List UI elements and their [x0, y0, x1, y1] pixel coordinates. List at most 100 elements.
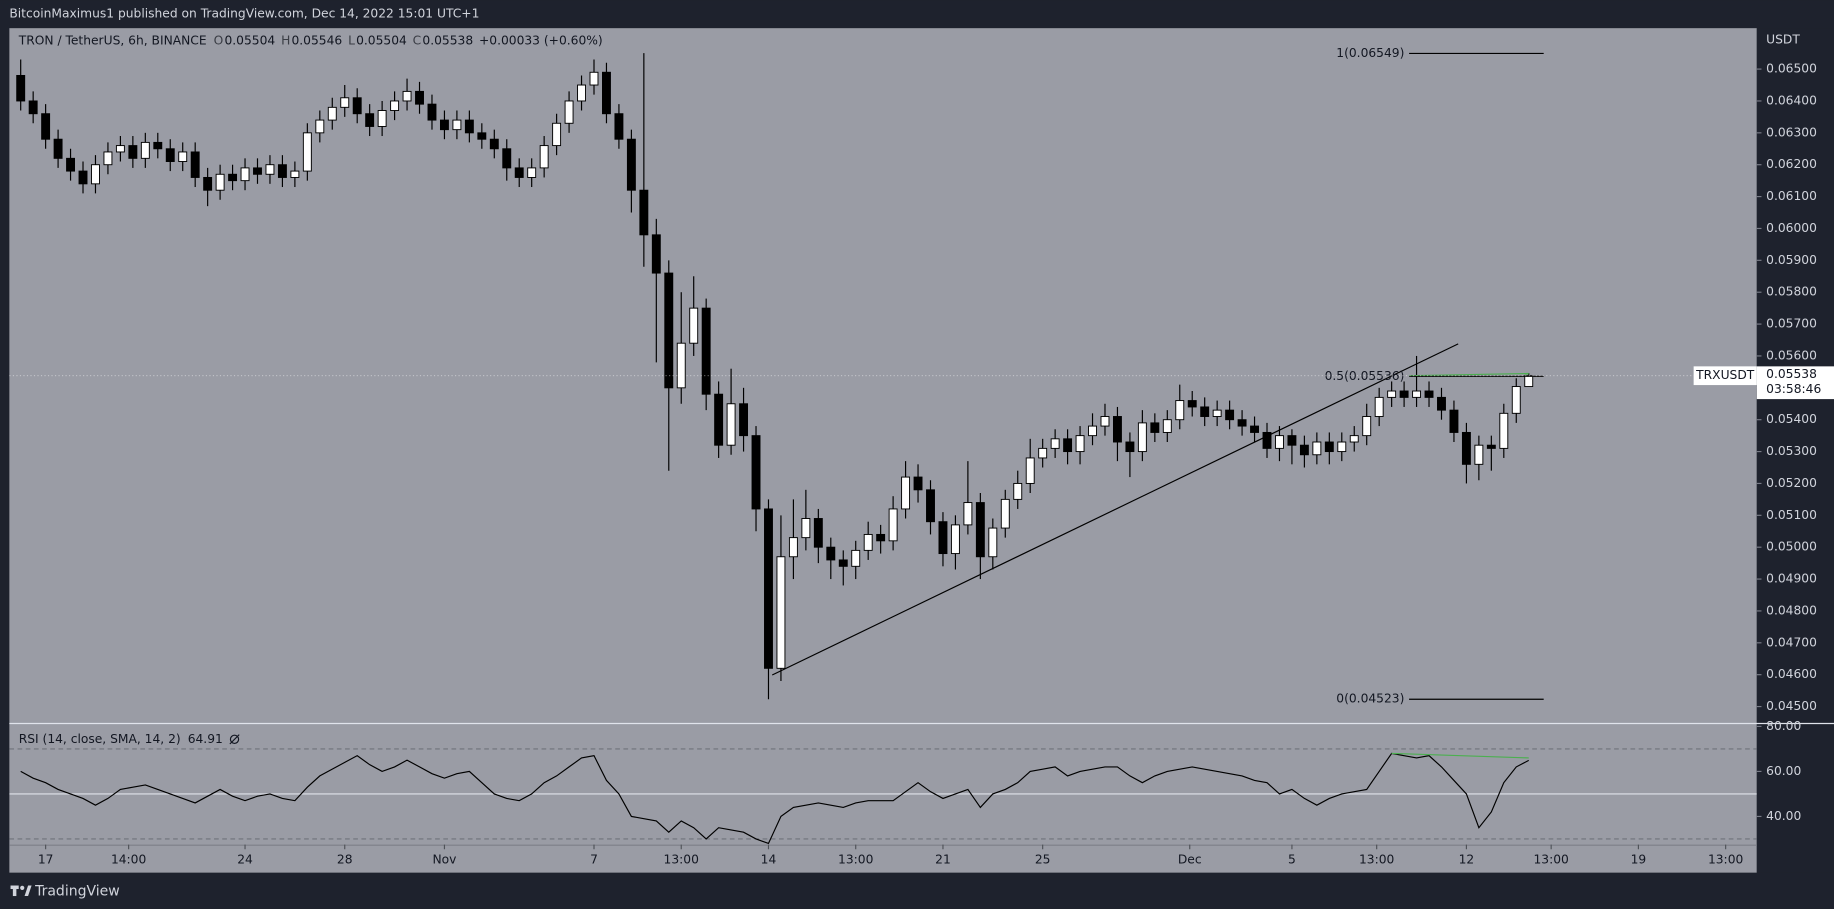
candle-body [1200, 406, 1210, 417]
candle-body [589, 71, 599, 86]
candle-body [1449, 409, 1459, 433]
candle-body [564, 100, 574, 124]
candle-body [826, 546, 836, 561]
ohlc-key: L [348, 34, 355, 48]
candle-body [1187, 400, 1197, 408]
x-tick-label: 13:00 [1359, 852, 1394, 866]
candle-body [664, 272, 674, 389]
candle-body [502, 148, 512, 169]
ohlc-value: 0.05538 [422, 34, 473, 48]
x-tick-label: 12 [1459, 852, 1475, 866]
rsi-legend-title: RSI (14, close, SMA, 14, 2) [19, 732, 181, 746]
rsi-line [20, 752, 1530, 845]
candle-body [813, 518, 823, 548]
candle-body [689, 307, 699, 344]
y-tick-label: 0.06000 [1766, 221, 1817, 235]
candle-body [1050, 438, 1060, 449]
rsi-y-tick-label: 80.00 [1766, 719, 1801, 733]
ohlc-key: H [281, 34, 290, 48]
candle-body [1511, 386, 1521, 414]
candle-body [327, 106, 337, 121]
overlay: 0.04500 0.04600 0.04700 0.04800 0.04900 0.050… [9, 34, 1834, 866]
x-tick-label: 19 [1631, 852, 1647, 866]
rsi-y-tick-label: 40.00 [1766, 809, 1801, 823]
candle-body [1399, 390, 1409, 398]
candle-body [1112, 416, 1122, 443]
candle-body [103, 151, 113, 166]
candle-body [340, 97, 350, 108]
x-tick-label: 14 [761, 852, 777, 866]
x-tick-label: 25 [1035, 852, 1051, 866]
rsi-trend-line [1391, 752, 1529, 759]
candle-body [41, 113, 51, 140]
countdown: 03:58:46 [1766, 382, 1821, 396]
candle-body [863, 533, 873, 551]
candle-body [315, 119, 325, 134]
price-pane: 1(0.06549)0.5(0.05536)0(0.04523) [16, 46, 1544, 706]
candle-body [801, 518, 811, 539]
y-tick-label: 0.04600 [1766, 667, 1817, 681]
candle-body [614, 113, 624, 140]
symbol-label: TRXUSDT [1695, 368, 1755, 382]
candle-body [128, 145, 138, 159]
x-tick-label: 17 [38, 852, 54, 866]
candle-body [776, 556, 786, 669]
fib-label: 0(0.04523) [1336, 692, 1404, 706]
candle-body [1125, 441, 1135, 453]
candle-body [178, 151, 188, 162]
y-tick-label: 0.05800 [1766, 285, 1817, 299]
candle-body [1162, 419, 1172, 433]
candle-body [452, 119, 462, 131]
candle-body [91, 164, 100, 185]
ohlc-value: 0.05504 [224, 34, 275, 48]
candle-body [639, 189, 649, 236]
candle-body [527, 167, 537, 178]
candle-body [1137, 422, 1147, 453]
candle-body [390, 100, 400, 111]
candle-body [726, 403, 736, 446]
y-tick-label: 0.05900 [1766, 253, 1817, 267]
candle-body [913, 476, 923, 491]
candle-body [764, 508, 773, 669]
y-axis-label: USDT [1766, 32, 1800, 46]
candle-body [277, 164, 287, 178]
hide-icon-slash [229, 734, 240, 745]
logo [10, 885, 32, 897]
candle-body [1387, 390, 1397, 398]
candle-body [402, 90, 412, 102]
candle-body [552, 122, 562, 147]
candle-body [415, 90, 424, 105]
hide-icon [229, 734, 240, 744]
trend-line [771, 343, 1459, 676]
candle-body [265, 164, 275, 175]
candle-body [926, 489, 935, 523]
candle-body [1225, 409, 1235, 421]
candle-body [377, 110, 387, 127]
y-tick-label: 0.05600 [1766, 348, 1817, 362]
y-tick-label: 0.04500 [1766, 699, 1817, 713]
candle-body [739, 403, 749, 437]
candle-body [1212, 409, 1222, 417]
y-tick-label: 0.06300 [1766, 125, 1817, 139]
y-tick-label: 0.05100 [1766, 508, 1817, 522]
x-tick-label: 24 [237, 852, 253, 866]
candle-body [240, 167, 250, 182]
candle-body [115, 145, 125, 153]
brand: TradingView [34, 883, 120, 899]
candle-body [1100, 416, 1110, 427]
symbol-box [1693, 366, 1757, 386]
ohlc-value: 0.05546 [291, 34, 342, 48]
candle-body [1312, 441, 1322, 456]
plot-background [9, 28, 1757, 873]
candle-body [1337, 441, 1347, 453]
candle-body [1349, 435, 1359, 443]
candle-body [1412, 390, 1422, 398]
candle-body [1324, 441, 1334, 453]
y-tick-label: 0.06100 [1766, 189, 1817, 203]
fib-label: 1(0.06549) [1336, 46, 1404, 60]
candle-body [1499, 412, 1509, 449]
candle-body [1237, 419, 1247, 427]
candle-body [66, 157, 76, 172]
candle-body [1262, 431, 1272, 449]
y-tick-label: 0.05300 [1766, 444, 1817, 458]
